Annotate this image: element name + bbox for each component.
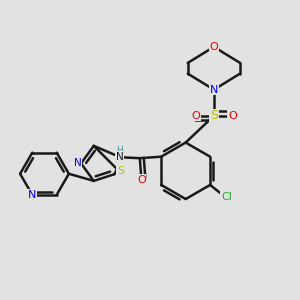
Text: O: O bbox=[209, 42, 218, 52]
Text: N: N bbox=[74, 158, 81, 168]
Text: N: N bbox=[210, 85, 218, 95]
Text: O: O bbox=[191, 111, 200, 121]
Text: O: O bbox=[137, 175, 146, 185]
Text: N: N bbox=[116, 152, 124, 162]
Text: Cl: Cl bbox=[221, 192, 232, 202]
Text: S: S bbox=[210, 109, 218, 122]
Text: O: O bbox=[228, 111, 237, 121]
Text: H: H bbox=[116, 146, 123, 155]
Text: S: S bbox=[117, 166, 124, 176]
Text: N: N bbox=[28, 190, 37, 200]
